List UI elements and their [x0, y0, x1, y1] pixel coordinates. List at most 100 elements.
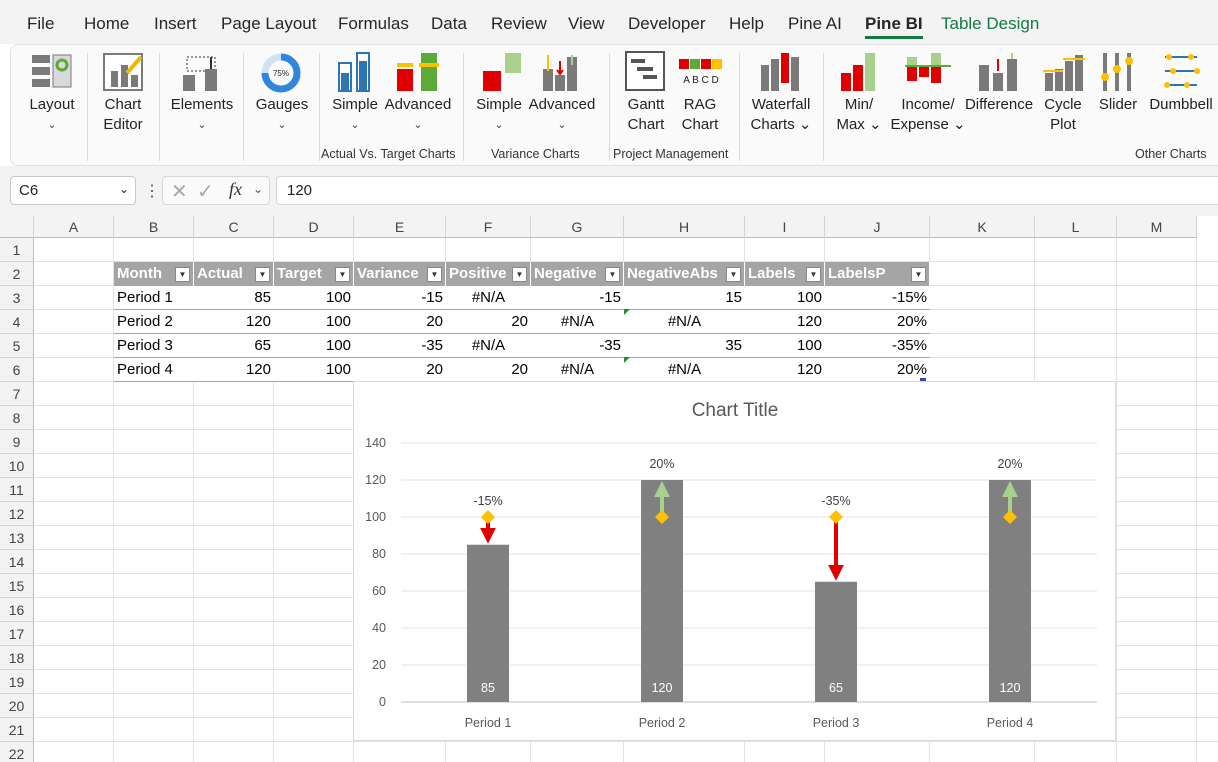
- difference-button[interactable]: Difference: [963, 95, 1035, 115]
- insert-function-button[interactable]: fx: [229, 179, 242, 199]
- column-header-e[interactable]: E: [354, 216, 446, 238]
- table-cell[interactable]: 100: [325, 361, 351, 378]
- column-header-j[interactable]: J: [825, 216, 930, 238]
- table-cell[interactable]: -15: [599, 289, 621, 306]
- row-header-8[interactable]: 8: [0, 406, 34, 430]
- table-cell[interactable]: -35: [599, 337, 621, 354]
- row-header-20[interactable]: 20: [0, 694, 34, 718]
- table-cell[interactable]: 20: [426, 313, 443, 330]
- table-cell[interactable]: 20%: [896, 361, 927, 378]
- menu-home[interactable]: Home: [84, 14, 130, 33]
- table-cell[interactable]: 35: [725, 337, 742, 354]
- chart-editor-button[interactable]: Chart Editor: [95, 95, 151, 135]
- table-cell[interactable]: 120: [796, 313, 822, 330]
- filter-dropdown-icon[interactable]: ▼: [726, 267, 741, 282]
- formula-input[interactable]: 120: [276, 176, 1218, 205]
- row-header-5[interactable]: 5: [0, 334, 34, 358]
- table-cell[interactable]: 100: [796, 337, 822, 354]
- table-cell[interactable]: 120: [245, 313, 271, 330]
- more-options-icon[interactable]: ⋮: [144, 183, 160, 200]
- row-header-13[interactable]: 13: [0, 526, 34, 550]
- table-cell[interactable]: 65: [254, 337, 271, 354]
- row-header-18[interactable]: 18: [0, 646, 34, 670]
- elements-button[interactable]: Elements ⌄: [169, 95, 235, 135]
- table-cell[interactable]: Period 4: [117, 361, 173, 378]
- rag-chart-button[interactable]: RAG Chart: [675, 95, 725, 135]
- variance-chart[interactable]: Chart Title 0 20 40 60 80 100 120 140 85 -15% Perio…: [353, 381, 1116, 741]
- column-header-d[interactable]: D: [274, 216, 354, 238]
- table-cell[interactable]: -35: [421, 337, 443, 354]
- enter-check-icon[interactable]: ✓: [197, 181, 214, 203]
- table-cell[interactable]: -15: [421, 289, 443, 306]
- table-cell[interactable]: -35%: [891, 337, 927, 354]
- menu-developer[interactable]: Developer: [628, 14, 706, 33]
- table-cell[interactable]: 100: [796, 289, 822, 306]
- row-header-4[interactable]: 4: [0, 310, 34, 334]
- minmax-button[interactable]: Min/Max ⌄: [835, 95, 883, 135]
- row-header-12[interactable]: 12: [0, 502, 34, 526]
- table-cell[interactable]: #N/A: [667, 361, 702, 378]
- simple-variance-button[interactable]: Simple ⌄: [473, 95, 525, 135]
- income-expense-button[interactable]: Income/Expense ⌄: [887, 95, 969, 135]
- row-header-6[interactable]: 6: [0, 358, 34, 382]
- menu-table-design[interactable]: Table Design: [941, 14, 1040, 33]
- filter-dropdown-icon[interactable]: ▼: [427, 267, 442, 282]
- table-cell[interactable]: 20: [511, 361, 528, 378]
- gauges-button[interactable]: Gauges ⌄: [251, 95, 313, 135]
- table-cell[interactable]: #N/A: [667, 313, 702, 330]
- filter-dropdown-icon[interactable]: ▼: [255, 267, 270, 282]
- table-cell[interactable]: #N/A: [471, 337, 506, 354]
- chevron-down-icon[interactable]: ⌄: [253, 182, 264, 196]
- column-header-c[interactable]: C: [194, 216, 274, 238]
- table-cell[interactable]: 100: [325, 313, 351, 330]
- table-cell[interactable]: 15: [725, 289, 742, 306]
- table-cell[interactable]: 20: [511, 313, 528, 330]
- menu-pine-bi[interactable]: Pine BI: [865, 14, 923, 39]
- column-header-i[interactable]: I: [745, 216, 825, 238]
- menu-data[interactable]: Data: [431, 14, 467, 33]
- slider-button[interactable]: Slider: [1093, 95, 1143, 115]
- gantt-chart-button[interactable]: Gantt Chart: [621, 95, 671, 135]
- name-box[interactable]: C6 ⌄: [10, 176, 136, 205]
- filter-dropdown-icon[interactable]: ▼: [512, 267, 527, 282]
- table-cell[interactable]: -15%: [891, 289, 927, 306]
- filter-dropdown-icon[interactable]: ▼: [335, 267, 350, 282]
- row-header-15[interactable]: 15: [0, 574, 34, 598]
- row-header-7[interactable]: 7: [0, 382, 34, 406]
- filter-dropdown-icon[interactable]: ▼: [605, 267, 620, 282]
- filter-dropdown-icon[interactable]: ▼: [911, 267, 926, 282]
- cancel-icon[interactable]: ✕: [171, 181, 188, 203]
- table-cell[interactable]: 20: [426, 361, 443, 378]
- table-cell[interactable]: Period 3: [117, 337, 173, 354]
- row-header-2[interactable]: 2: [0, 262, 34, 286]
- table-cell[interactable]: Period 2: [117, 313, 173, 330]
- simple-target-button[interactable]: Simple ⌄: [329, 95, 381, 135]
- cycle-plot-button[interactable]: Cycle Plot: [1041, 95, 1085, 135]
- table-cell[interactable]: Period 1: [117, 289, 173, 306]
- row-header-16[interactable]: 16: [0, 598, 34, 622]
- select-all-corner[interactable]: [0, 216, 34, 238]
- row-header-11[interactable]: 11: [0, 478, 34, 502]
- filter-dropdown-icon[interactable]: ▼: [806, 267, 821, 282]
- column-header-a[interactable]: A: [34, 216, 114, 238]
- menu-review[interactable]: Review: [491, 14, 547, 33]
- row-header-14[interactable]: 14: [0, 550, 34, 574]
- menu-formulas[interactable]: Formulas: [338, 14, 409, 33]
- menu-view[interactable]: View: [568, 14, 605, 33]
- waterfall-button[interactable]: Waterfall Charts ⌄: [747, 95, 815, 135]
- table-cell[interactable]: #N/A: [471, 289, 506, 306]
- dumbbell-button[interactable]: Dumbbell: [1147, 95, 1215, 115]
- row-header-1[interactable]: 1: [0, 238, 34, 262]
- menu-file[interactable]: File: [27, 14, 55, 33]
- menu-help[interactable]: Help: [729, 14, 764, 33]
- table-cell[interactable]: 20%: [896, 313, 927, 330]
- row-header-22[interactable]: 22: [0, 742, 34, 762]
- table-cell[interactable]: #N/A: [560, 361, 595, 378]
- table-cell[interactable]: 120: [245, 361, 271, 378]
- column-header-h[interactable]: H: [624, 216, 745, 238]
- table-cell[interactable]: #N/A: [560, 313, 595, 330]
- column-header-f[interactable]: F: [446, 216, 531, 238]
- table-cell[interactable]: 120: [796, 361, 822, 378]
- table-cell[interactable]: 100: [325, 337, 351, 354]
- column-header-m[interactable]: M: [1117, 216, 1197, 238]
